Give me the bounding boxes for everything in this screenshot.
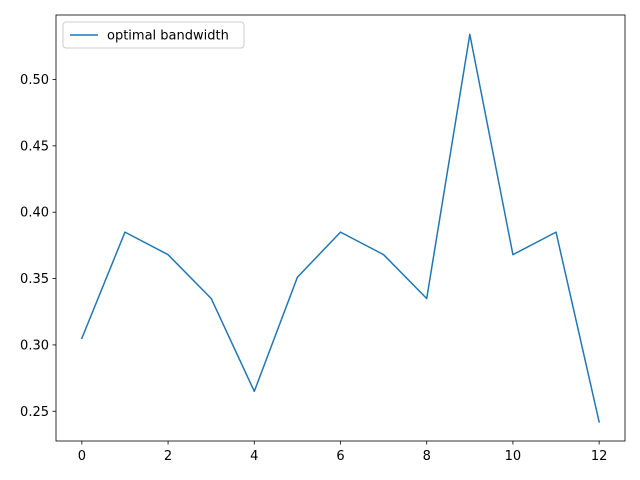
legend: optimal bandwidth <box>62 21 245 49</box>
x-tick-label: 4 <box>250 449 258 464</box>
y-tick-label: 0.50 <box>20 73 49 88</box>
y-tick-label: 0.35 <box>20 272 49 287</box>
y-tick-label: 0.25 <box>20 405 49 420</box>
axes: 0 2 4 6 8 10 12 0.25 0.30 0.35 0.40 0.45 0.50 <box>20 14 626 464</box>
y-tick-label: 0.45 <box>20 139 49 154</box>
x-tick-label: 10 <box>505 449 522 464</box>
x-tick-label: 8 <box>423 449 431 464</box>
x-tick-label: 12 <box>591 449 608 464</box>
series-line-0 <box>80 33 601 423</box>
x-tick-label: 6 <box>336 449 344 464</box>
y-tick-label: 0.40 <box>20 206 49 221</box>
plot-area <box>80 33 601 423</box>
legend-label: optimal bandwidth <box>107 29 229 44</box>
legend-box <box>62 21 245 49</box>
y-tick-label: 0.30 <box>20 338 49 353</box>
x-tick-label: 2 <box>164 449 172 464</box>
x-tick-label: 0 <box>78 449 86 464</box>
